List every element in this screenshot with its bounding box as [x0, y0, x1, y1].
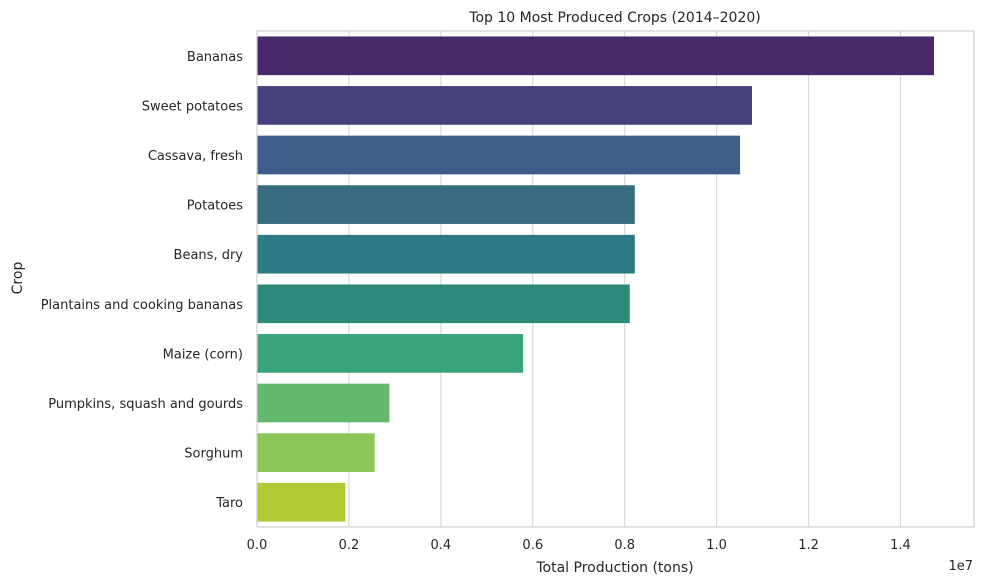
plot-frame [256, 30, 975, 528]
x-tick-label: 0.8 [614, 538, 635, 553]
y-tick-label: Sweet potatoes [142, 99, 243, 114]
y-tick-label: Cassava, fresh [148, 149, 243, 164]
bar [257, 86, 753, 125]
x-tick-label: 1.2 [798, 538, 819, 553]
x-tick-label: 0.2 [339, 538, 360, 553]
y-tick-label: Sorghum [184, 447, 243, 462]
chart-title: Top 10 Most Produced Crops (2014–2020) [468, 10, 760, 26]
y-tick-label: Potatoes [187, 199, 243, 214]
y-tick-label: Pumpkins, squash and gourds [48, 397, 243, 412]
bar [257, 185, 635, 224]
bar [257, 334, 524, 373]
bar [257, 234, 635, 274]
y-tick-label: Maize (corn) [163, 347, 243, 362]
y-tick-label: Plantains and cooking bananas [41, 298, 244, 313]
x-tick-labels: 0.0 0.2 0.4 0.6 0.8 1.0 1.2 1.4 [247, 538, 911, 553]
x-tick-label: 0.0 [247, 538, 268, 553]
bar [257, 135, 741, 175]
x-tick-label: 0.4 [431, 538, 452, 553]
bar [257, 284, 630, 324]
y-tick-label: Beans, dry [174, 248, 244, 263]
y-tick-label: Taro [215, 496, 243, 511]
y-tick-label: Bananas [187, 50, 243, 65]
y-axis-label: Crop [10, 262, 26, 295]
y-tick-labels: Bananas Sweet potatoes Cassava, fresh Potat… [41, 50, 244, 511]
x-tick-label: 1.4 [890, 538, 911, 553]
bar [257, 383, 390, 423]
x-axis-offset-label: 1e7 [948, 559, 973, 574]
bar [257, 433, 375, 472]
x-tick-label: 1.0 [706, 538, 727, 553]
bars [257, 36, 935, 522]
bar [257, 482, 346, 522]
x-tick-label: 0.6 [522, 538, 543, 553]
bar [257, 36, 935, 76]
x-axis-label: Total Production (tons) [535, 560, 693, 576]
